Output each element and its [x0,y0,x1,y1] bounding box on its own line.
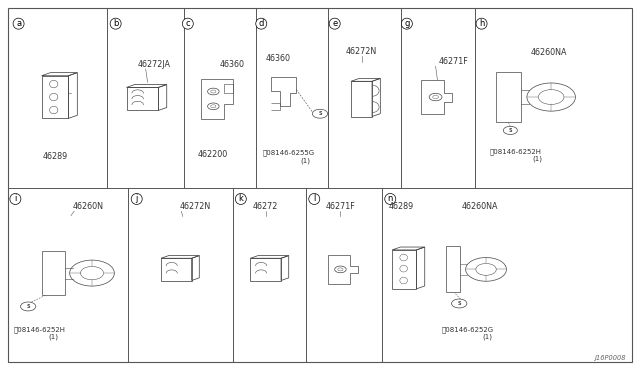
Text: a: a [16,19,21,28]
Text: k: k [238,195,243,203]
Text: b: b [113,19,118,28]
Text: S: S [318,111,322,116]
Text: 46272N: 46272N [179,202,211,211]
Text: h: h [479,19,484,28]
Text: n: n [388,195,393,203]
Text: 46289: 46289 [42,152,68,161]
Text: 46360: 46360 [220,60,244,69]
Text: S: S [458,301,461,306]
Text: (1): (1) [532,155,542,162]
Text: 46272N: 46272N [346,46,377,55]
Text: 46260N: 46260N [73,202,104,211]
Text: 46289: 46289 [388,202,413,211]
Text: Ⓝ08146-6252G: Ⓝ08146-6252G [442,326,493,333]
Text: (1): (1) [49,333,59,340]
Text: 46271F: 46271F [326,202,355,211]
Text: 46272: 46272 [253,202,278,211]
Text: Ⓝ08146-6252H: Ⓝ08146-6252H [489,148,541,155]
Text: 46271F: 46271F [439,57,468,65]
Text: (1): (1) [301,157,311,164]
Text: 46360: 46360 [266,54,291,63]
Text: 46260NA: 46260NA [462,202,499,211]
Text: S: S [26,304,30,309]
Text: g: g [404,19,410,28]
Text: (1): (1) [483,333,493,340]
Text: Ⓝ08146-6255G: Ⓝ08146-6255G [262,150,315,156]
Text: Ⓝ08146-6252H: Ⓝ08146-6252H [13,326,65,333]
Text: 46260NA: 46260NA [531,48,567,57]
Text: J16P0008: J16P0008 [594,355,625,361]
Text: S: S [509,128,512,133]
Text: j: j [136,195,138,203]
Text: 46272JA: 46272JA [138,60,170,69]
Text: c: c [186,19,190,28]
Text: l: l [313,195,316,203]
Text: d: d [259,19,264,28]
Text: e: e [332,19,337,28]
Text: i: i [14,195,17,203]
Text: 462200: 462200 [197,150,228,159]
